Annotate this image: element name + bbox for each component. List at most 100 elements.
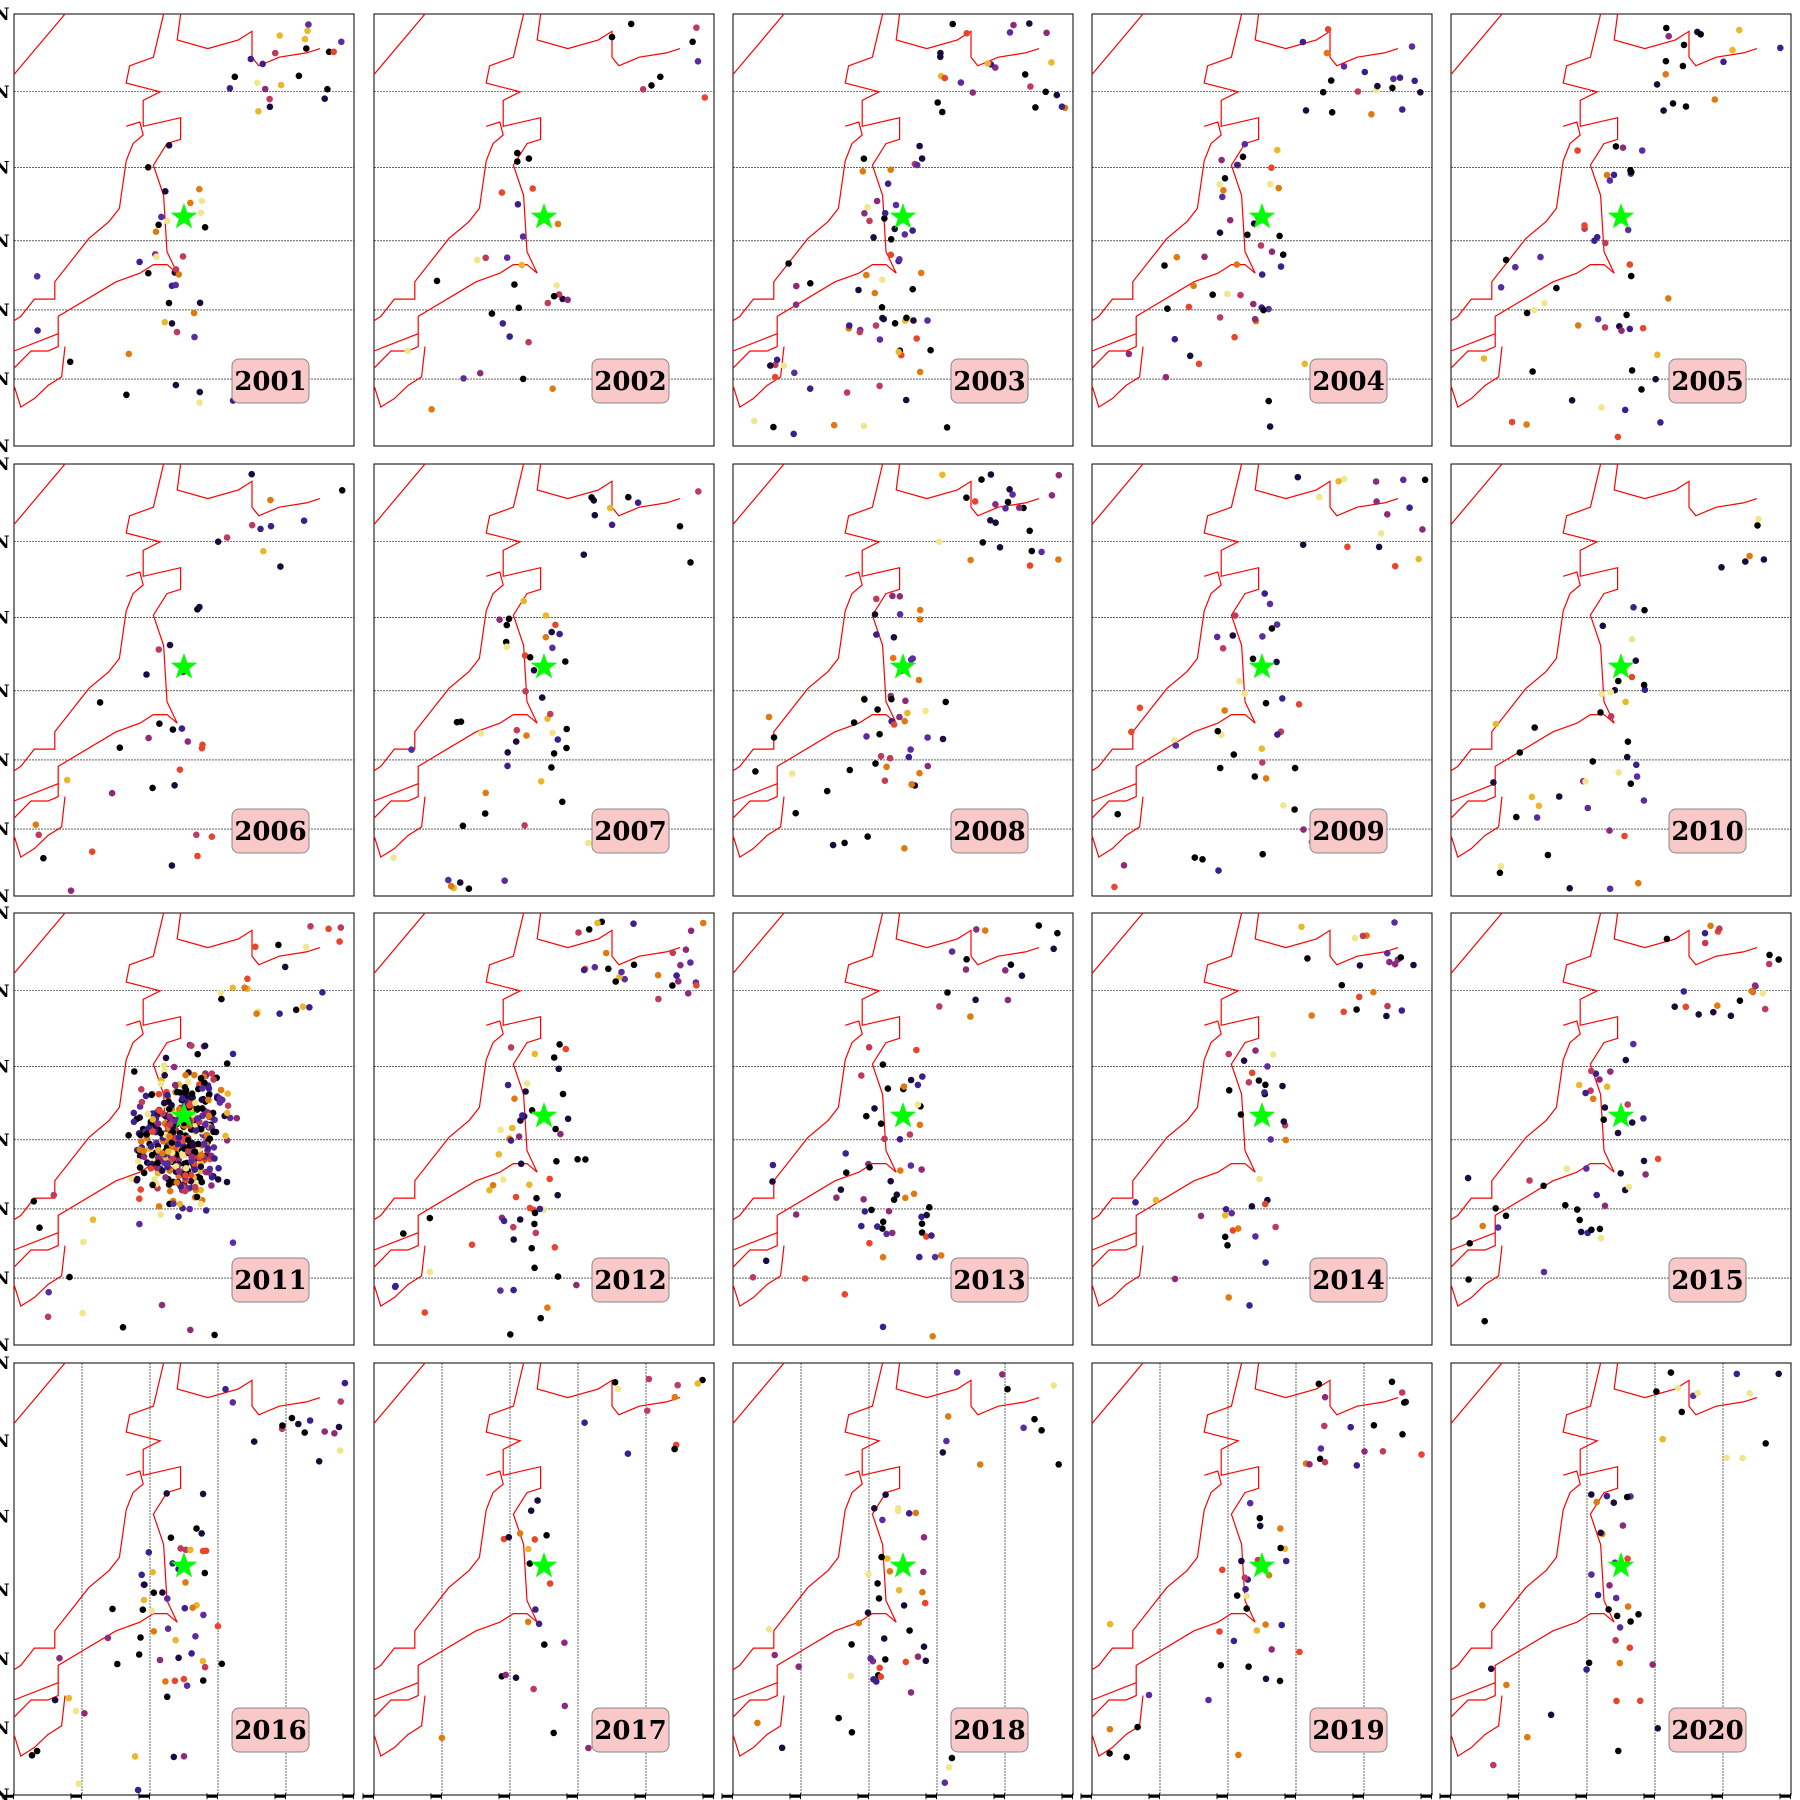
earthquake-event [902, 697, 909, 705]
earthquake-event [173, 328, 181, 336]
earthquake-event [182, 1165, 190, 1172]
earthquake-event [883, 763, 890, 771]
earthquake-event [1216, 181, 1223, 188]
earthquake-event [510, 1286, 517, 1294]
earthquake-event [1492, 1205, 1499, 1212]
earthquake-event [504, 1081, 512, 1089]
earthquake-event [1584, 804, 1592, 812]
earthquake-event [1226, 216, 1234, 224]
coastline [373, 1682, 419, 1718]
earthquake-event [338, 487, 346, 494]
earthquake-event [517, 1117, 524, 1124]
earthquake-event [175, 1213, 182, 1220]
longitude-tick-label: I [1349, 1793, 1368, 1800]
earthquake-event [1251, 315, 1259, 323]
map-panel-2015: 2015 [1450, 912, 1792, 1346]
coastline [536, 912, 681, 966]
earthquake-event [1680, 41, 1688, 49]
longitude-tick-label: I [1436, 1793, 1455, 1800]
coastline [13, 571, 144, 772]
earthquake-event [168, 320, 176, 327]
earthquake-event [1628, 1119, 1636, 1126]
earthquake-event [288, 1414, 296, 1422]
earthquake-event [865, 1044, 873, 1051]
latitude-tick-label: N [0, 1581, 10, 1601]
earthquake-event [669, 949, 677, 957]
latitude-tick-label: N [0, 1336, 10, 1356]
earthquake-event [495, 1151, 503, 1158]
earthquake-event [390, 854, 397, 861]
earthquake-event [1547, 1711, 1555, 1719]
earthquake-event [885, 1207, 893, 1215]
earthquake-event [919, 1073, 926, 1080]
earthquake-event [1466, 1240, 1473, 1247]
earthquake-event [154, 1159, 161, 1167]
latitude-tick-label: N [0, 1432, 10, 1452]
earthquake-event [1268, 1646, 1275, 1653]
earthquake-event [1020, 1424, 1027, 1432]
earthquake-event [1624, 1555, 1631, 1562]
map-panel-2010: 2010 [1450, 463, 1792, 897]
earthquake-event [338, 38, 345, 46]
earthquake-event [538, 694, 546, 701]
earthquake-event [785, 260, 792, 267]
earthquake-event [260, 547, 267, 555]
earthquake-event [870, 234, 877, 241]
earthquake-event [937, 49, 944, 57]
earthquake-event [823, 787, 831, 795]
epicenter-star-icon [889, 203, 917, 229]
earthquake-event [164, 1091, 171, 1099]
coastline [732, 13, 785, 75]
earthquake-event [324, 85, 331, 93]
earthquake-event [1009, 491, 1016, 498]
earthquake-event [846, 322, 853, 329]
earthquake-event [1389, 84, 1396, 92]
earthquake-event [1213, 633, 1221, 641]
earthquake-event [188, 1650, 195, 1657]
earthquake-event [1195, 360, 1203, 368]
earthquake-event [319, 989, 326, 996]
earthquake-event [214, 538, 222, 545]
earthquake-event [920, 1568, 927, 1576]
earthquake-event [1654, 1155, 1662, 1163]
year-label: 2014 [1312, 1266, 1384, 1296]
earthquake-event [185, 1136, 192, 1144]
coastline [13, 333, 59, 369]
coastline [13, 1232, 59, 1268]
earthquake-event [50, 1191, 58, 1199]
earthquake-event [903, 314, 910, 322]
earthquake-event [1615, 1747, 1622, 1755]
earthquake-event [928, 1232, 935, 1239]
earthquake-event [769, 1161, 777, 1169]
earthquake-event [217, 989, 225, 996]
earthquake-event [963, 30, 970, 37]
earthquake-event [188, 1153, 195, 1160]
earthquake-event [194, 852, 201, 860]
earthquake-event [792, 809, 799, 817]
epicenter-star-icon [170, 203, 198, 229]
earthquake-event [277, 563, 284, 570]
earthquake-event [630, 920, 637, 927]
earthquake-event [306, 1004, 313, 1011]
earthquake-event [835, 1714, 842, 1722]
earthquake-event [900, 1083, 908, 1090]
earthquake-event [1535, 802, 1543, 810]
longitude-tick-label: I [1145, 1793, 1164, 1800]
earthquake-event [882, 1491, 889, 1498]
earthquake-event [1035, 922, 1043, 929]
earthquake-event [1632, 657, 1640, 664]
earthquake-event [197, 209, 205, 217]
earthquake-event [226, 85, 234, 92]
earthquake-event [967, 1013, 974, 1020]
earthquake-event [1480, 355, 1488, 362]
earthquake-event [1419, 526, 1426, 533]
earthquake-event [507, 1137, 515, 1144]
earthquake-event [1597, 1529, 1604, 1537]
earthquake-event [1338, 981, 1346, 989]
earthquake-event [677, 961, 684, 969]
earthquake-event [1161, 262, 1168, 269]
earthquake-event [1723, 1454, 1730, 1461]
earthquake-event [1004, 1385, 1011, 1393]
coastline [13, 912, 182, 1251]
earthquake-event [1417, 89, 1424, 96]
